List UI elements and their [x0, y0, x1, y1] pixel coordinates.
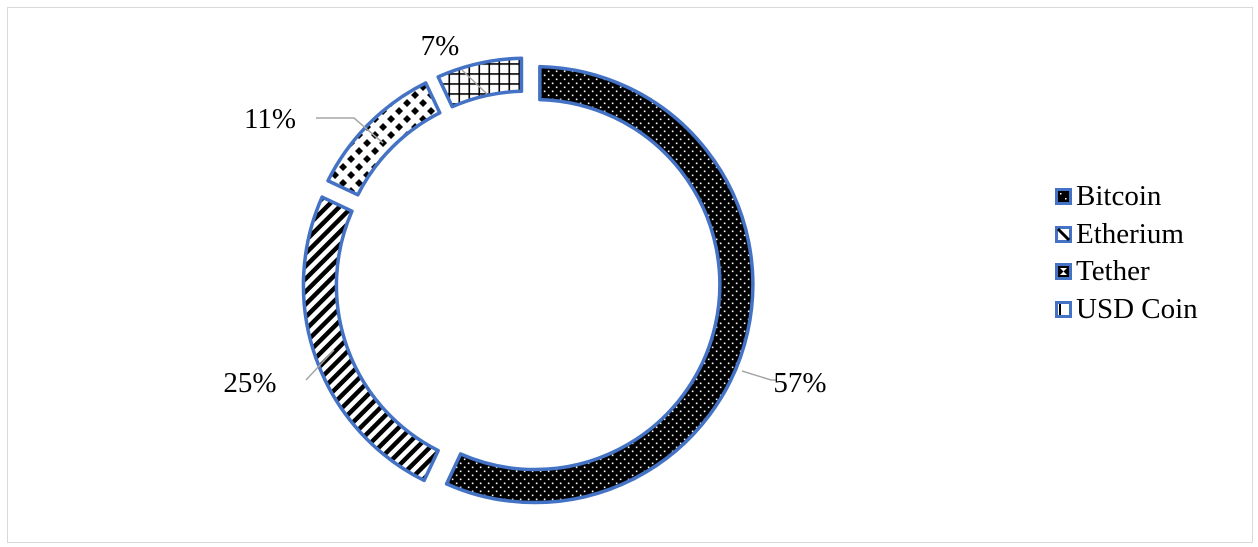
diagonal-stripe-swatch	[1055, 225, 1072, 243]
data-label-tether: 11%	[244, 103, 296, 135]
leader-line	[316, 117, 384, 144]
legend-label: USD Coin	[1076, 292, 1198, 325]
chart-legend: Bitcoin Etherium Tether USD Coin	[1055, 178, 1198, 328]
slice-etherium	[301, 195, 440, 483]
slice-usd-coin	[436, 56, 524, 109]
legend-label: Etherium	[1076, 217, 1184, 250]
legend-item-etherium: Etherium	[1055, 216, 1198, 254]
legend-item-bitcoin: Bitcoin	[1055, 178, 1198, 216]
legend-label: Bitcoin	[1076, 180, 1162, 213]
data-label-usd-coin: 7%	[421, 30, 460, 62]
legend-item-tether: Tether	[1055, 253, 1198, 291]
leader-line	[305, 349, 335, 381]
slice-bitcoin	[444, 64, 755, 505]
checker-pattern-swatch	[1055, 263, 1072, 281]
leader-line	[461, 69, 488, 95]
data-label-etherium: 25%	[223, 367, 276, 399]
data-label-bitcoin: 57%	[773, 367, 826, 399]
legend-item-usd-coin: USD Coin	[1055, 291, 1198, 329]
legend-label: Tether	[1076, 255, 1150, 288]
dotted-pattern-swatch	[1055, 188, 1072, 206]
leader-line	[741, 370, 776, 381]
slice-tether	[326, 81, 442, 197]
grid-pattern-swatch	[1055, 300, 1072, 318]
